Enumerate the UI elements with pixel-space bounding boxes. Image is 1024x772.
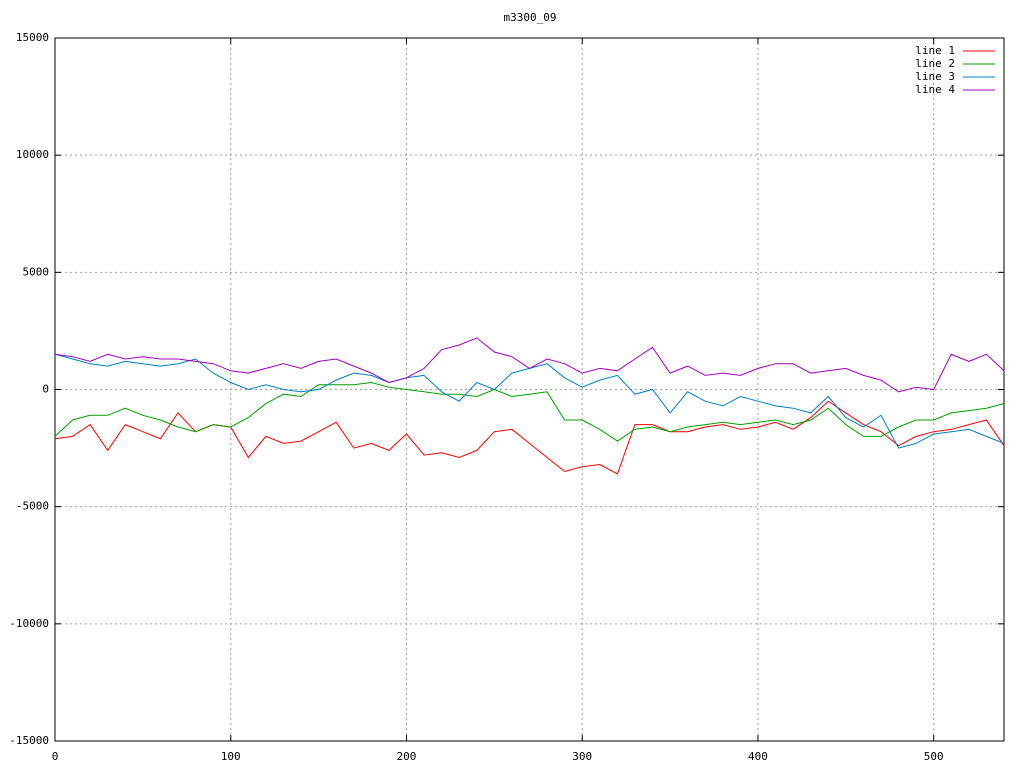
y-tick-label: 10000 bbox=[16, 148, 49, 161]
x-tick-label: 0 bbox=[52, 750, 59, 763]
y-tick-label: -5000 bbox=[16, 500, 49, 513]
legend-label: line 2 bbox=[915, 57, 955, 70]
y-tick-label: 15000 bbox=[16, 31, 49, 44]
series-line bbox=[54, 337, 1005, 393]
x-tick-label: 300 bbox=[572, 750, 592, 763]
y-tick-label: -10000 bbox=[9, 617, 49, 630]
x-tick-label: 200 bbox=[397, 750, 417, 763]
y-tick-label: 5000 bbox=[23, 265, 50, 278]
legend-label: line 1 bbox=[915, 44, 955, 57]
series-line bbox=[54, 381, 1005, 442]
legend-label: line 3 bbox=[915, 70, 955, 83]
y-tick-label: 0 bbox=[42, 383, 49, 396]
y-tick-label: -15000 bbox=[9, 734, 49, 747]
chart-title: m3300_09 bbox=[504, 11, 557, 24]
x-tick-label: 400 bbox=[748, 750, 768, 763]
legend-label: line 4 bbox=[915, 83, 955, 96]
x-tick-label: 100 bbox=[221, 750, 241, 763]
plot-frame bbox=[54, 37, 1005, 742]
x-tick-label: 500 bbox=[924, 750, 944, 763]
